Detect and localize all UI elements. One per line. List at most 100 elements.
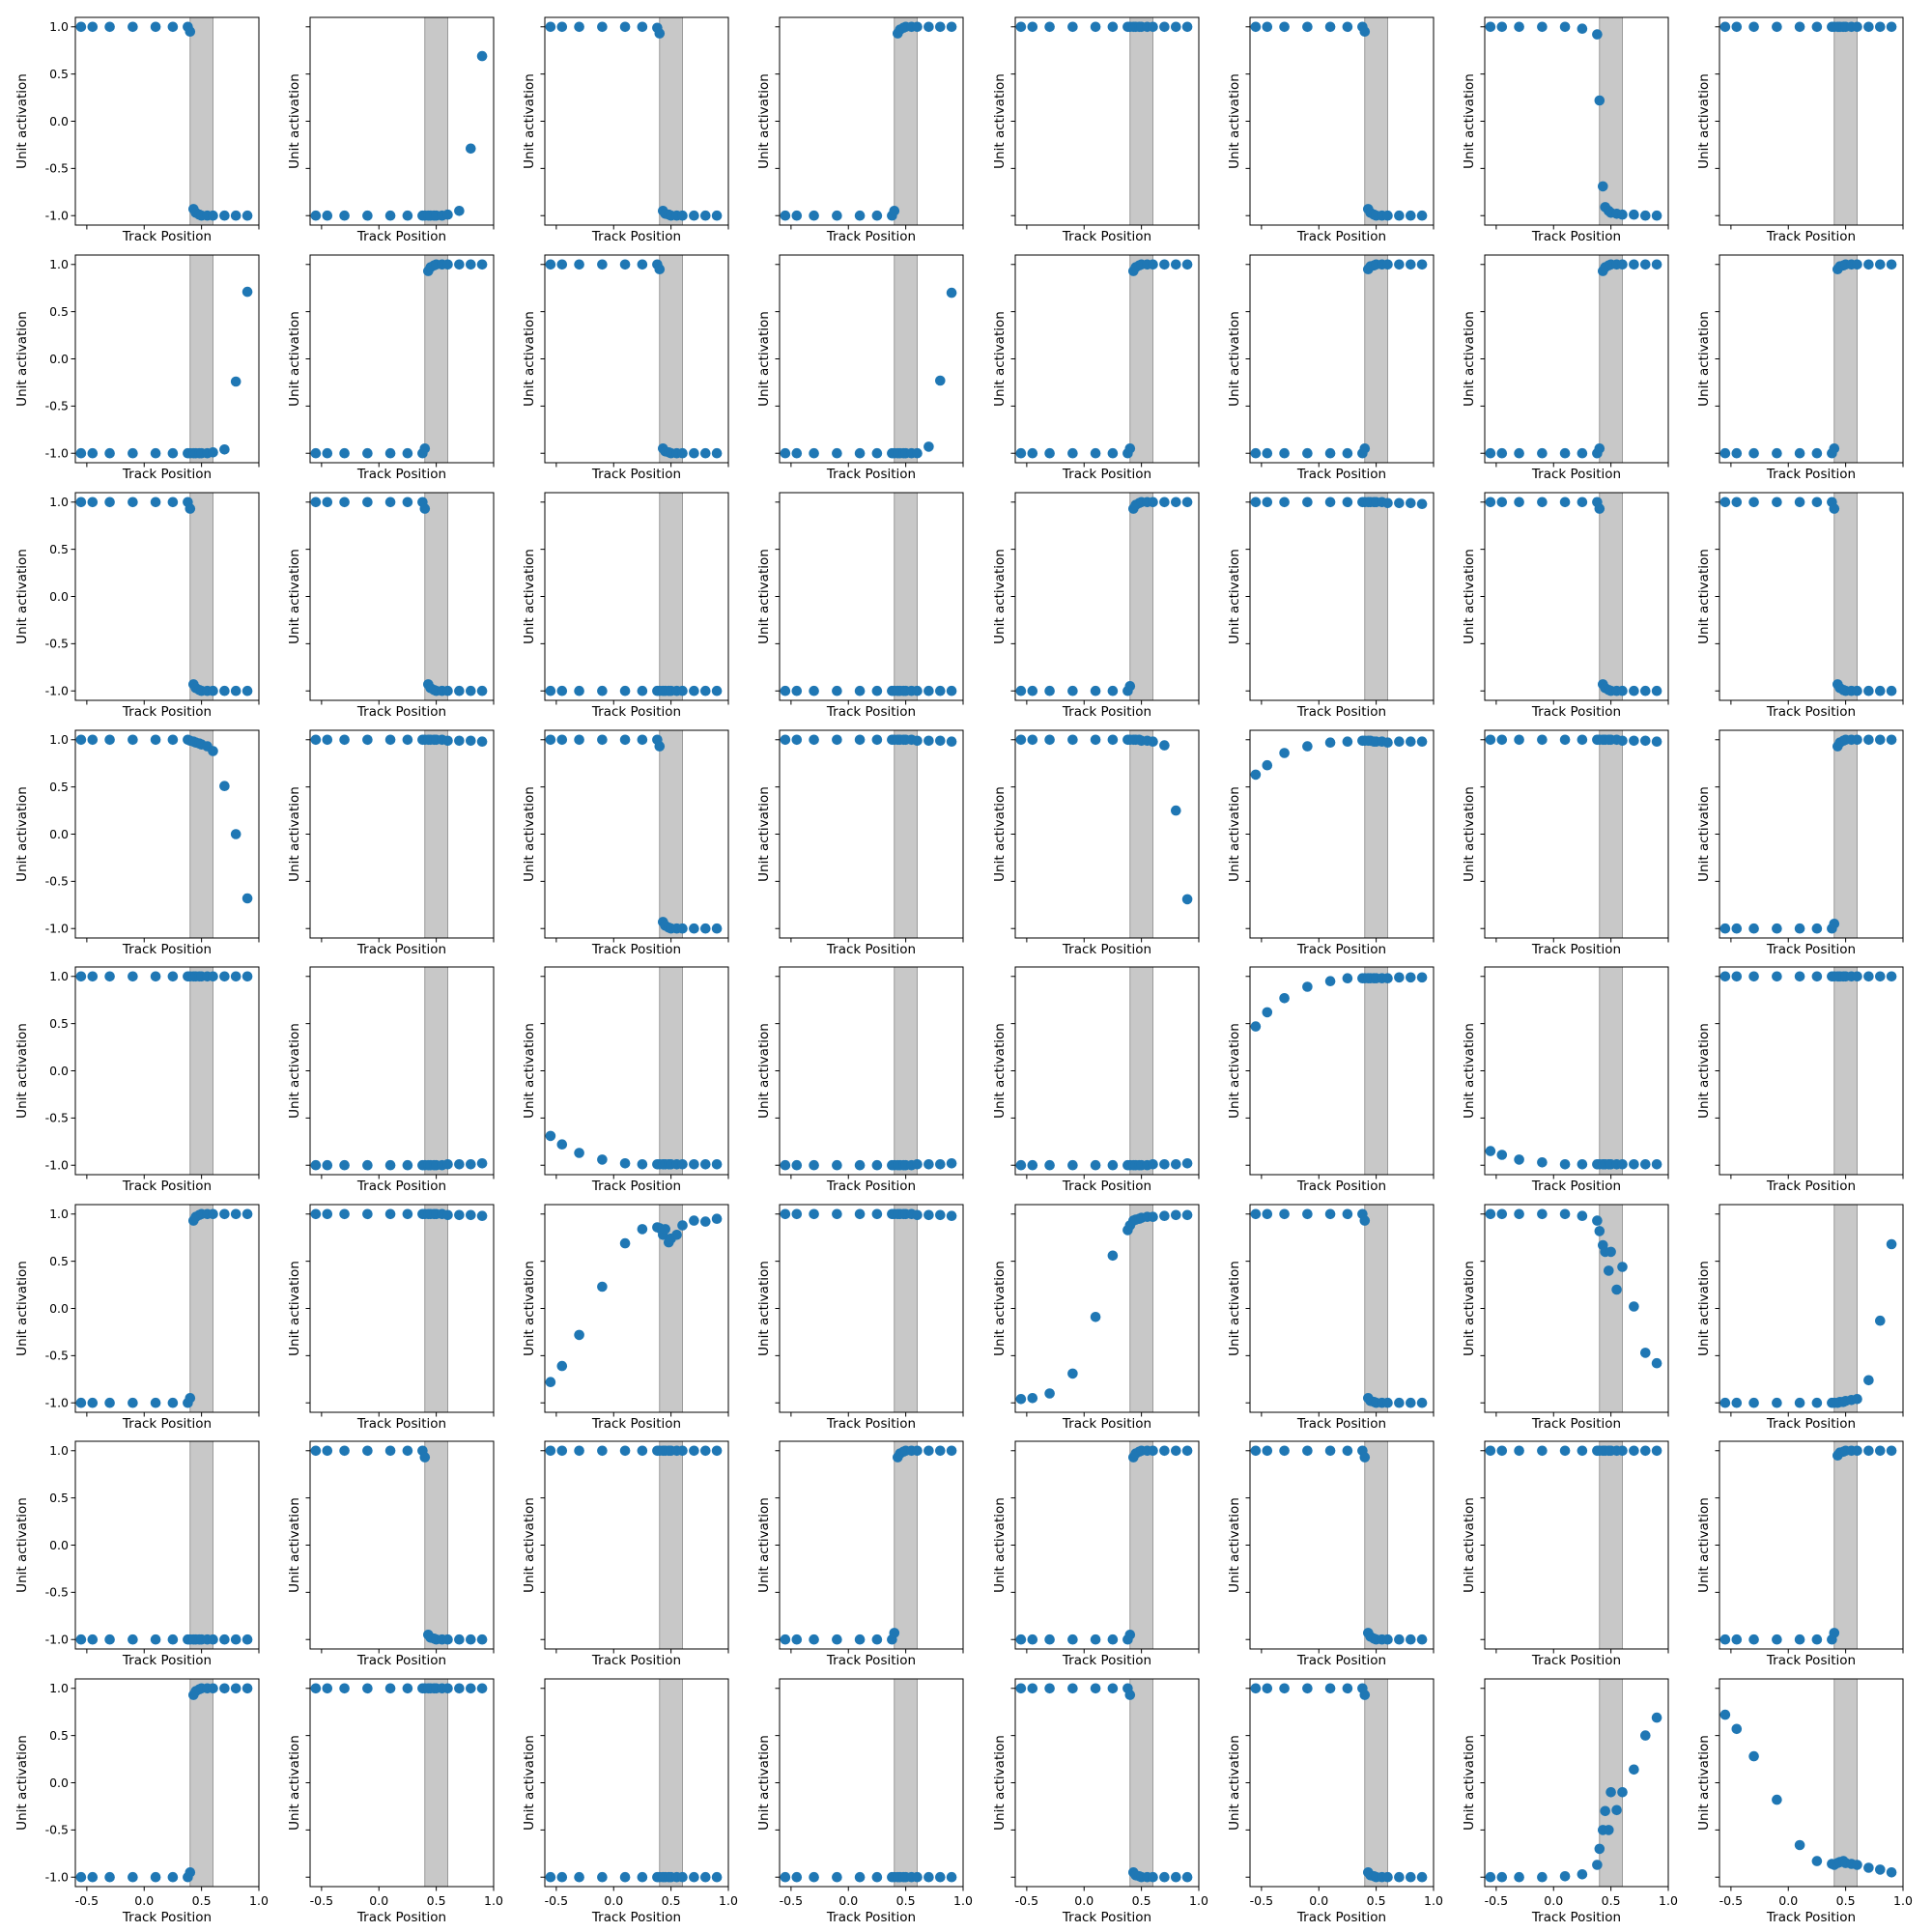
- x-tick-label: 0.0: [1778, 1893, 1798, 1908]
- data-point: [1559, 1159, 1571, 1170]
- data-point: [1394, 1871, 1405, 1883]
- data-point: [1148, 736, 1158, 747]
- data-point: [1359, 1452, 1371, 1463]
- data-point: [556, 685, 568, 696]
- data-point: [1852, 259, 1862, 270]
- shaded-band: [1364, 1440, 1388, 1650]
- y-axis-label: Unit activation: [1227, 311, 1242, 407]
- data-point: [208, 685, 218, 696]
- shaded-band: [189, 1440, 213, 1650]
- data-point: [362, 497, 373, 508]
- data-point: [1044, 1634, 1055, 1645]
- data-point: [1302, 741, 1313, 752]
- data-point: [619, 1871, 631, 1883]
- x-axis-label: Track Position: [1062, 467, 1151, 482]
- data-point: [1731, 971, 1743, 982]
- data-point: [466, 1634, 476, 1645]
- shaded-band: [659, 966, 683, 1176]
- data-point: [597, 1154, 608, 1165]
- data-point: [545, 1871, 556, 1883]
- data-point: [545, 1445, 556, 1457]
- subplot-r4-c7: Track Position Unit activation: [1462, 729, 1669, 957]
- shaded-band: [1599, 1678, 1623, 1888]
- x-tick-label: 0.5: [1132, 1893, 1151, 1908]
- data-point: [339, 1683, 350, 1694]
- subplot-r1-c5: Track Position Unit activation: [992, 16, 1200, 244]
- data-point: [1382, 973, 1393, 983]
- x-tick-label: 0.5: [1602, 1893, 1621, 1908]
- data-point: [1067, 685, 1078, 696]
- data-point: [1027, 447, 1038, 459]
- data-point: [1324, 1208, 1336, 1220]
- data-point: [1027, 734, 1038, 746]
- scatter-points: [780, 1871, 957, 1883]
- data-point: [780, 1159, 791, 1171]
- data-point: [150, 21, 161, 33]
- data-point: [1279, 993, 1290, 1004]
- x-axis-label: Track Position: [122, 1416, 212, 1432]
- data-point: [75, 21, 87, 33]
- data-point: [912, 21, 923, 33]
- scatter-points: [1485, 1208, 1662, 1369]
- data-point: [1514, 1208, 1524, 1220]
- data-point: [1027, 1393, 1038, 1404]
- data-point: [1611, 1804, 1622, 1816]
- data-point: [1382, 497, 1393, 509]
- data-point: [689, 1871, 699, 1883]
- data-point: [230, 210, 242, 221]
- data-point: [1875, 971, 1886, 982]
- x-tick-label: 0.0: [134, 1893, 154, 1908]
- data-point: [711, 1213, 723, 1224]
- data-point: [208, 1634, 218, 1645]
- data-point: [556, 1139, 568, 1150]
- data-point: [1629, 259, 1639, 270]
- data-point: [1406, 1871, 1416, 1883]
- data-point: [1629, 209, 1639, 220]
- x-tick-label: 0.0: [1309, 1893, 1328, 1908]
- shaded-band: [189, 254, 213, 464]
- y-axis-label: Unit activation: [1696, 786, 1712, 882]
- data-point: [1598, 181, 1608, 192]
- x-tick-label: -0.5: [1485, 1893, 1508, 1908]
- data-point: [219, 781, 230, 791]
- y-tick-label: 0.5: [49, 1254, 69, 1268]
- data-point: [1324, 737, 1336, 748]
- subplot-r4-c2: Track Position Unit activation: [287, 729, 495, 957]
- data-point: [1863, 1375, 1874, 1386]
- data-point: [1394, 497, 1405, 509]
- shaded-band: [1364, 16, 1388, 226]
- data-point: [1651, 685, 1662, 696]
- data-point: [104, 21, 115, 33]
- data-point: [104, 734, 115, 746]
- data-point: [1279, 447, 1290, 459]
- data-point: [1485, 734, 1496, 746]
- x-tick-label: 0.0: [604, 1893, 623, 1908]
- data-point: [150, 971, 161, 982]
- scatter-points: [310, 497, 488, 696]
- x-axis-label: Track Position: [591, 1910, 681, 1925]
- subplot-r4-c3: Track Position Unit activation: [522, 729, 729, 957]
- data-point: [454, 1634, 465, 1645]
- shaded-band: [424, 1440, 448, 1650]
- data-point: [1090, 1312, 1101, 1322]
- subplot-r1-c6: Track Position Unit activation: [1227, 16, 1435, 244]
- x-axis-label: Track Position: [1531, 942, 1621, 957]
- data-point: [912, 1209, 923, 1221]
- data-point: [809, 210, 819, 221]
- scatter-points: [1015, 1445, 1193, 1645]
- data-point: [1829, 443, 1840, 454]
- y-tick-label: 0.5: [49, 67, 69, 81]
- scatter-points: [545, 21, 723, 221]
- data-point: [1067, 1368, 1078, 1379]
- shaded-band: [1833, 16, 1858, 226]
- data-point: [791, 685, 803, 696]
- y-axis-label: Unit activation: [522, 311, 537, 407]
- y-tick-label: 0.0: [49, 589, 69, 604]
- x-axis-label: Track Position: [1062, 942, 1151, 957]
- x-tick-label: 0.0: [369, 1893, 388, 1908]
- data-point: [677, 923, 688, 934]
- data-point: [1875, 685, 1886, 696]
- data-point: [75, 497, 87, 508]
- data-point: [1359, 443, 1371, 454]
